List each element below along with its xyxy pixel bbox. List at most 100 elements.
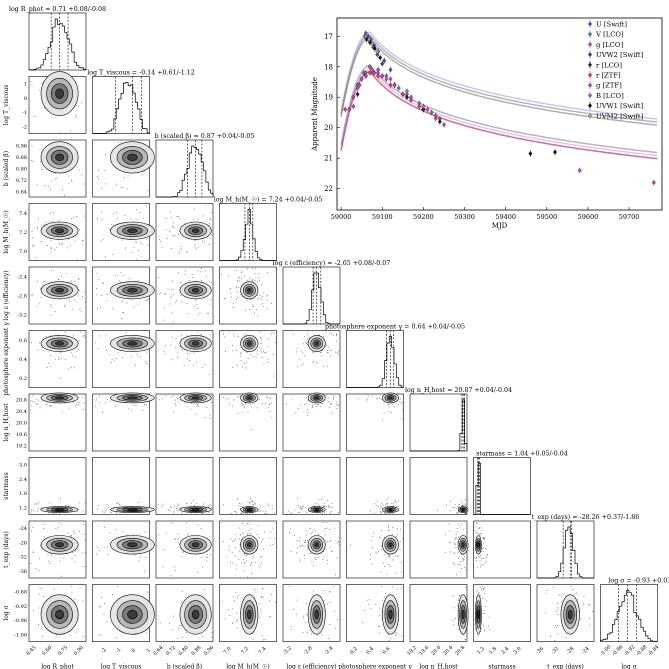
sample-point <box>201 334 202 335</box>
sample-point <box>97 218 98 219</box>
sample-point <box>233 596 234 598</box>
sample-point <box>186 335 188 337</box>
sample-point <box>445 534 446 536</box>
sample-point <box>37 510 38 512</box>
sample-point <box>192 364 194 366</box>
sample-point <box>38 607 40 609</box>
sample-point <box>329 602 331 603</box>
sample-point <box>577 599 579 601</box>
sample-point <box>99 402 101 403</box>
sample-point <box>39 303 40 305</box>
sample-point <box>62 242 63 244</box>
xtick-label: 0 <box>131 648 137 654</box>
sample-point <box>201 367 203 369</box>
sample-point <box>43 536 45 538</box>
sample-point <box>264 402 266 404</box>
sample-point <box>244 561 246 563</box>
sample-point <box>400 528 401 530</box>
sample-point <box>483 613 484 614</box>
sample-point <box>196 248 197 250</box>
sample-point <box>337 619 338 620</box>
panel-starmass-vs-log_nH <box>409 457 469 515</box>
sample-point <box>310 533 312 535</box>
sample-point <box>247 411 249 413</box>
sample-point <box>50 239 52 241</box>
ytick-label: 0.2 <box>19 376 27 382</box>
sample-point <box>387 497 389 499</box>
sample-point <box>299 507 301 509</box>
sample-point <box>480 631 481 632</box>
sample-point <box>390 637 392 639</box>
sample-point <box>70 130 72 132</box>
panel-log_sigma-vs-Gamma <box>346 584 404 642</box>
sample-point <box>260 350 262 352</box>
sample-point <box>138 250 139 251</box>
sample-point <box>116 212 117 213</box>
sample-point <box>388 554 390 556</box>
sample-point <box>211 234 212 236</box>
sample-point <box>169 510 171 512</box>
sample-point <box>177 398 178 399</box>
sample-point <box>49 563 51 564</box>
sample-point <box>250 406 252 408</box>
sample-point <box>252 512 253 514</box>
sample-point <box>478 593 480 594</box>
sample-point <box>398 620 400 621</box>
sample-point <box>304 507 306 508</box>
sample-point <box>54 249 56 250</box>
sample-point <box>246 560 248 562</box>
sample-point <box>96 294 98 296</box>
sample-point <box>320 402 321 404</box>
sample-point <box>474 526 476 528</box>
sample-point <box>69 536 71 537</box>
panel-log_eps-vs-log_Mh <box>219 266 277 325</box>
sample-point <box>460 561 462 562</box>
sample-point <box>33 551 35 553</box>
sample-point <box>322 512 323 514</box>
panel-log_sigma-vs-log_Tviscous <box>92 584 155 642</box>
sample-point <box>230 561 231 563</box>
xtick-label: -32 <box>550 646 560 656</box>
sample-point <box>208 312 209 314</box>
sample-point <box>258 509 260 510</box>
sample-point <box>392 404 393 406</box>
sample-point <box>237 297 239 298</box>
sample-point <box>264 639 266 640</box>
panel-frame <box>409 520 468 579</box>
xtick-label: 0.64 <box>152 645 164 657</box>
sample-point <box>330 511 332 512</box>
sample-point <box>227 398 229 400</box>
sample-point <box>169 231 171 232</box>
sample-point <box>252 304 254 306</box>
sample-point <box>235 621 237 623</box>
xlabel-b: b (scaled β) <box>167 664 202 669</box>
sample-point <box>324 534 326 536</box>
sample-point <box>242 404 244 406</box>
sample-point <box>454 544 455 546</box>
sample-point <box>111 223 113 225</box>
sample-point <box>134 365 136 367</box>
sample-point <box>110 339 112 341</box>
sample-point <box>247 576 249 578</box>
sample-point <box>97 348 99 350</box>
sample-point <box>116 637 118 639</box>
sample-point <box>167 288 169 290</box>
sample-point <box>139 242 141 244</box>
sample-point <box>575 591 577 593</box>
sample-point <box>270 333 272 335</box>
sample-point <box>79 290 81 291</box>
sample-point <box>476 522 477 524</box>
sample-point <box>79 502 81 504</box>
sample-point <box>145 363 147 364</box>
sample-point <box>391 513 393 515</box>
sample-point <box>553 586 555 588</box>
sample-point <box>210 334 212 336</box>
panel-log_Mh-vs-b <box>155 203 214 261</box>
sample-point <box>486 555 488 556</box>
sample-point <box>246 553 248 555</box>
sample-point <box>238 559 240 560</box>
sample-point <box>169 623 170 624</box>
sample-point <box>137 219 139 220</box>
sample-point <box>127 175 129 177</box>
